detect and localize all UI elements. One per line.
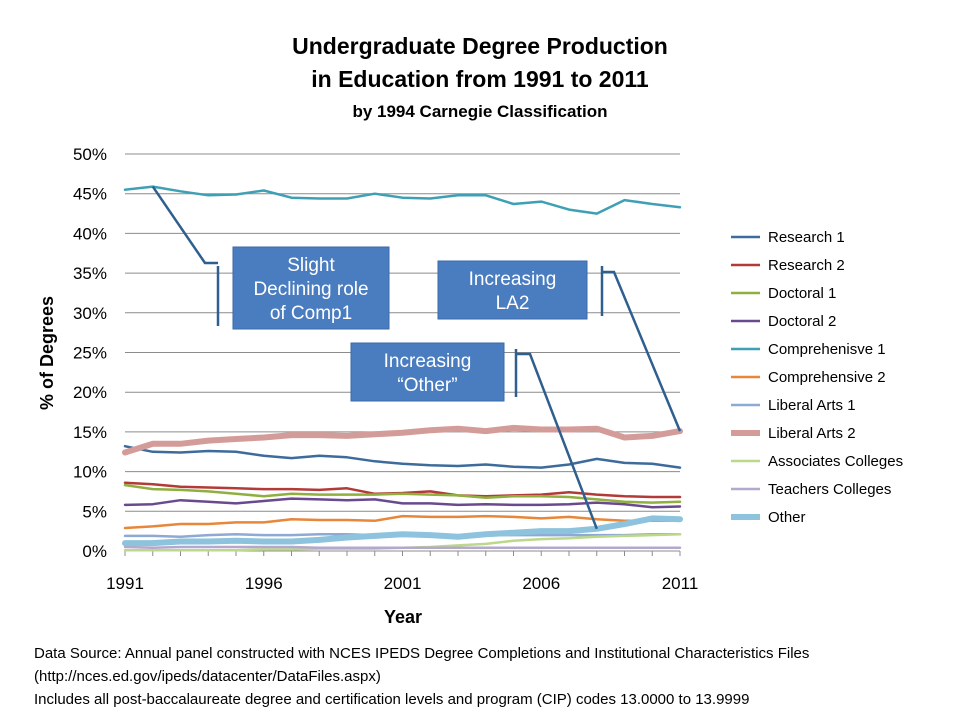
callout-leader-line [602, 270, 682, 432]
legend-label: Teachers Colleges [768, 481, 891, 498]
callout-text: Declining role [253, 279, 368, 300]
legend-label: Associates Colleges [768, 453, 903, 470]
legend-label: Other [768, 509, 806, 526]
legend-label: Research 1 [768, 229, 845, 246]
legend-label: Doctoral 2 [768, 313, 836, 330]
callout-box [437, 260, 588, 320]
line-chart: 0% 5% 10% 15% 20% 25% 30% 35% 40% 45% 50% 1991 1996 2… [37, 145, 903, 627]
legend-label: Liberal Arts 1 [768, 397, 856, 414]
y-tick-label: 45% [73, 185, 107, 204]
x-tick-label: 2001 [384, 574, 422, 593]
y-axis-title: % of Degrees [37, 296, 57, 410]
y-tick-label: 20% [73, 383, 107, 402]
scope-note: Includes all post-baccalaureate degree a… [34, 691, 750, 708]
callout-text: of Comp1 [270, 303, 352, 324]
legend-label: Comprehenisve 1 [768, 341, 886, 358]
x-tick-label: 1996 [245, 574, 283, 593]
series-line-doctoral-1 [123, 483, 682, 504]
y-tick-label: 35% [73, 264, 107, 283]
legend-label: Doctoral 1 [768, 285, 836, 302]
legend-label: Comprehensive 2 [768, 369, 886, 386]
y-tick-label: 0% [82, 542, 107, 561]
y-tick-label: 5% [82, 502, 107, 521]
legend-label: Research 2 [768, 257, 845, 274]
series-line-comprehenisve-1 [123, 185, 682, 215]
data-source-note: Data Source: Annual panel constructed wi… [34, 645, 810, 662]
y-tick-label: 25% [73, 344, 107, 363]
series-line-other [122, 515, 683, 547]
callout-box [232, 246, 390, 330]
series-line-teachers-colleges [123, 545, 682, 550]
y-tick-label: 15% [73, 423, 107, 442]
y-tick-label: 10% [73, 463, 107, 482]
x-axis-title: Year [384, 607, 422, 627]
chart-title-line-1: Undergraduate Degree Production [292, 33, 668, 59]
callout-text: Increasing [384, 351, 472, 372]
callout-text: “Other” [397, 375, 457, 396]
x-tick-label: 2011 [662, 574, 699, 593]
y-tick-label: 50% [73, 145, 107, 164]
y-tick-label: 30% [73, 304, 107, 323]
x-tick-label: 1991 [106, 574, 144, 593]
callout-leader-line [151, 185, 218, 265]
data-source-url: (http://nces.ed.gov/ipeds/datacenter/Dat… [34, 668, 381, 685]
x-tick-label: 2006 [522, 574, 560, 593]
chart-subtitle: by 1994 Carnegie Classification [352, 102, 608, 121]
chart-title-line-2: in Education from 1991 to 2011 [311, 66, 649, 92]
series-line-research-1 [123, 444, 682, 469]
legend-label: Liberal Arts 2 [768, 425, 856, 442]
callout-text: LA2 [496, 293, 530, 314]
callout-text: Slight [287, 255, 335, 276]
callout-box [350, 342, 505, 402]
series-line-liberal-arts-2 [122, 424, 683, 456]
callout-text: Increasing [469, 269, 557, 290]
callout-leader-line [516, 352, 598, 530]
series-line-comprehensive-2 [123, 514, 682, 530]
y-tick-label: 40% [73, 224, 107, 243]
